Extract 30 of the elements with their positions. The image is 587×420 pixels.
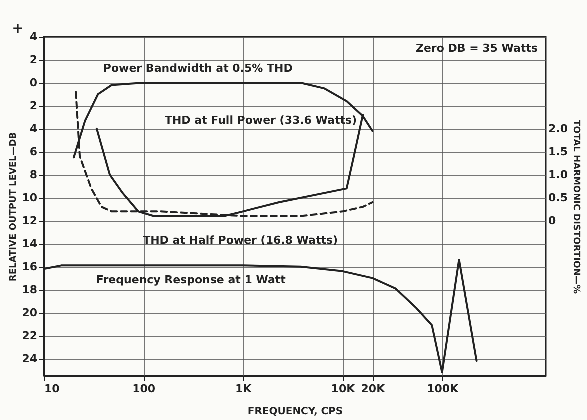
- y-tick-label: 6: [30, 145, 38, 158]
- y2-tick-label: 1.0: [548, 168, 568, 182]
- x-tick-label: 10K: [331, 382, 356, 396]
- y2-axis-title: TOTAL HARMONIC DISTORTION—%: [570, 120, 581, 294]
- y-tick-label: 8: [30, 168, 38, 182]
- y-tick-label: 20: [22, 306, 38, 320]
- y-tick-label: 14: [22, 237, 38, 250]
- x-tick-label: 1K: [236, 382, 252, 396]
- x-tick-label: 10: [44, 382, 60, 396]
- text: +: [12, 21, 24, 37]
- y-tick-label: 4: [30, 122, 38, 136]
- y-tick-label: 18: [22, 283, 38, 296]
- y2-tick-label: 0: [548, 214, 556, 228]
- y-tick-label: 2: [30, 99, 38, 112]
- y2-tick-label: 2.0: [548, 122, 568, 136]
- x-tick-label: 100: [132, 382, 156, 396]
- y-tick-label: 4: [30, 30, 38, 44]
- y2-tick-label: 0.5: [548, 191, 568, 204]
- y-tick-label: 0: [30, 76, 38, 90]
- y-axis-title: RELATIVE OUTPUT LEVEL—DB: [9, 132, 20, 282]
- y-tick-label: 16: [22, 260, 38, 274]
- x-tick-label: 20K: [361, 382, 386, 396]
- y-tick-label: 12: [22, 214, 38, 228]
- y-tick-label: 22: [22, 329, 38, 342]
- y-tick-label: 2: [30, 53, 38, 66]
- y-tick-label: 24: [22, 352, 38, 366]
- x-tick-label: 100K: [427, 382, 460, 396]
- y-tick-label: 10: [22, 191, 38, 204]
- x-axis-title: FREQUENCY, CPS: [248, 406, 344, 418]
- y2-tick-label: 1.5: [548, 145, 568, 158]
